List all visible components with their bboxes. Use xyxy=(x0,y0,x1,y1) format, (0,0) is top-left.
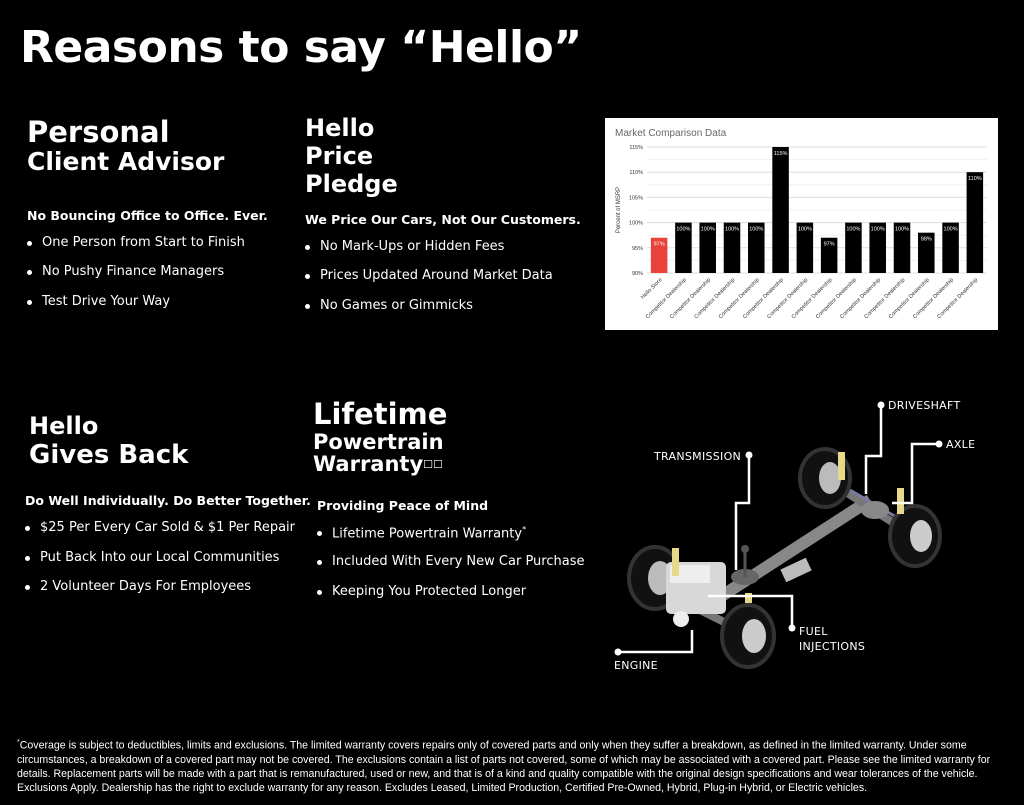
section-subtitle: Do Well Individually. Do Better Together… xyxy=(25,493,311,509)
data-label: 100% xyxy=(871,227,885,233)
section-title: Personal xyxy=(27,115,170,149)
bar xyxy=(772,147,789,273)
bar xyxy=(723,222,741,273)
bullet-list: $25 Per Every Car Sold & $1 Per Repair P… xyxy=(25,520,311,609)
bar xyxy=(918,232,935,273)
trademark-mark: ☐☐ xyxy=(423,458,443,472)
bullet-list: One Person from Start to Finish No Pushy… xyxy=(27,235,268,324)
section-gives-back: Hello Gives Back Do Well Individually. D… xyxy=(25,412,311,609)
data-label: 115% xyxy=(774,151,788,157)
list-item: One Person from Start to Finish xyxy=(27,235,268,265)
section-title: Hello xyxy=(29,412,99,440)
y-tick-label: 110% xyxy=(629,170,643,176)
footnote-mark: * xyxy=(522,524,527,534)
callout-dots xyxy=(614,401,943,656)
data-label: 100% xyxy=(749,227,763,233)
list-item: No Pushy Finance Managers xyxy=(27,264,268,294)
footnote-text: Coverage is subject to deductibles, limi… xyxy=(17,739,991,794)
bar xyxy=(966,172,984,273)
section-title: Pledge xyxy=(305,170,398,199)
list-item: Put Back Into our Local Communities xyxy=(25,550,311,580)
bar xyxy=(675,222,692,273)
y-tick-label: 100% xyxy=(629,221,643,227)
y-axis-label: Percent of MSRP xyxy=(616,187,622,233)
label-engine: ENGINE xyxy=(614,659,658,672)
bullet-list: Lifetime Powertrain Warranty* Included W… xyxy=(317,525,584,614)
market-comparison-chart: Market Comparison Data 90% 95% 100% 105% 110%… xyxy=(605,118,998,330)
bar xyxy=(748,222,765,273)
label-fuel: FUEL xyxy=(799,625,828,638)
footnote-mark: * xyxy=(17,739,20,746)
bar xyxy=(699,222,716,273)
bar xyxy=(869,222,886,273)
bar xyxy=(796,222,814,273)
footnote: *Coverage is subject to deductibles, lim… xyxy=(17,736,1007,795)
list-item: No Games or Gimmicks xyxy=(305,298,581,328)
data-label: 100% xyxy=(846,227,860,233)
list-item: Included With Every New Car Purchase xyxy=(317,554,584,584)
section-subtitle: We Price Our Cars, Not Our Customers. xyxy=(305,211,581,227)
section-title: Powertrain xyxy=(313,430,444,455)
list-item: Test Drive Your Way xyxy=(27,294,268,324)
label-injections: INJECTIONS xyxy=(799,640,866,653)
bar xyxy=(845,222,862,273)
chart-title: Market Comparison Data xyxy=(615,128,727,139)
list-item-text: Lifetime Powertrain Warranty xyxy=(332,525,523,541)
list-item: Lifetime Powertrain Warranty* xyxy=(317,525,584,555)
section-title-text: Warranty xyxy=(313,452,424,477)
callout-lines xyxy=(618,405,939,654)
y-tick-label: 95% xyxy=(632,246,643,252)
section-subtitle: No Bouncing Office to Office. Ever. xyxy=(27,207,268,223)
section-title: Price xyxy=(305,142,374,171)
label-transmission: TRANSMISSION xyxy=(654,450,742,463)
data-label: 100% xyxy=(676,227,690,233)
data-label: 110% xyxy=(968,176,982,182)
y-tick-label: 90% xyxy=(632,271,643,277)
list-item: Keeping You Protected Longer xyxy=(317,584,584,614)
data-label: 100% xyxy=(895,227,909,233)
section-advisor: Personal Client Advisor No Bouncing Offi… xyxy=(27,117,268,323)
bar xyxy=(650,237,668,273)
page-title: Reasons to say “Hello” xyxy=(20,22,582,73)
list-item: Prices Updated Around Market Data xyxy=(305,268,581,298)
bullet-list: No Mark-Ups or Hidden Fees Prices Update… xyxy=(305,239,581,328)
data-label: 98% xyxy=(921,237,932,243)
section-warranty: Lifetime Powertrain Warranty☐☐ Providing… xyxy=(313,399,584,613)
y-tick-label: 115% xyxy=(629,145,643,151)
section-price-pledge: Hello Price Pledge We Price Our Cars, No… xyxy=(305,114,581,328)
section-title: Lifetime xyxy=(313,397,448,431)
data-label: 100% xyxy=(725,227,739,233)
bar xyxy=(820,237,838,273)
list-item: $25 Per Every Car Sold & $1 Per Repair xyxy=(25,520,311,550)
chassis-illustration xyxy=(627,447,942,669)
section-subtitle: Providing Peace of Mind xyxy=(317,497,489,513)
data-label: 100% xyxy=(701,227,715,233)
label-driveshaft: DRIVESHAFT xyxy=(888,399,961,412)
data-label: 97% xyxy=(654,242,665,248)
y-tick-label: 105% xyxy=(629,195,643,201)
section-title: Warranty☐☐ xyxy=(313,453,584,475)
chart-svg: Market Comparison Data 90% 95% 100% 105% 110%… xyxy=(615,128,987,320)
bar xyxy=(942,222,959,273)
section-title: Client Advisor xyxy=(27,147,225,177)
label-axle: AXLE xyxy=(946,438,976,451)
bar xyxy=(893,222,911,273)
section-title: Hello xyxy=(305,114,375,142)
data-label: 100% xyxy=(944,227,958,233)
list-item: No Mark-Ups or Hidden Fees xyxy=(305,239,581,269)
data-label: 97% xyxy=(824,242,835,248)
list-item: 2 Volunteer Days For Employees xyxy=(25,579,311,609)
section-title: Gives Back xyxy=(29,440,189,471)
data-label: 100% xyxy=(798,227,812,233)
